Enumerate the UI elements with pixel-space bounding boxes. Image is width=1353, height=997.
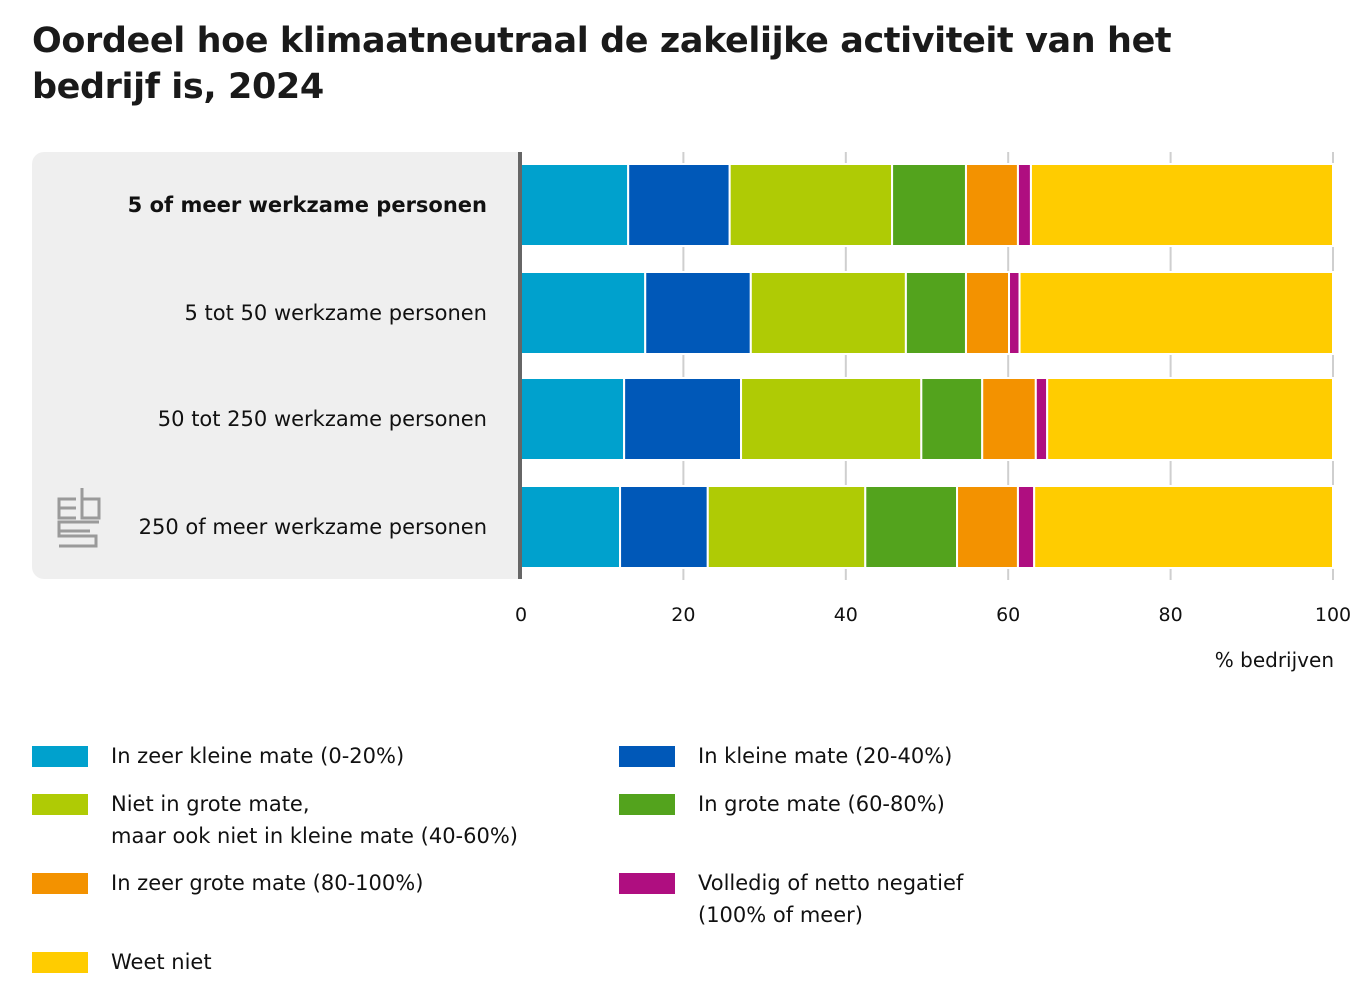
bar-segment bbox=[964, 163, 1019, 247]
legend-label: Niet in grote mate, maar ook niet in kle… bbox=[111, 792, 518, 848]
legend-item: In kleine mate (20-40%) bbox=[619, 740, 952, 772]
bar-segment bbox=[1034, 377, 1049, 461]
bar-segment bbox=[520, 163, 630, 247]
cbs-logo-icon bbox=[57, 488, 101, 548]
legend-label: Weet niet bbox=[111, 950, 212, 974]
category-panel bbox=[32, 152, 522, 579]
legend-swatch bbox=[32, 952, 88, 973]
bar-segment bbox=[1016, 485, 1036, 569]
x-tick-label: 80 bbox=[1159, 604, 1183, 626]
bar-segment bbox=[1029, 163, 1335, 247]
x-tick-label: 40 bbox=[834, 604, 858, 626]
bar-segment bbox=[740, 377, 923, 461]
legend-item: Weet niet bbox=[32, 946, 212, 978]
legend-item: In grote mate (60-80%) bbox=[619, 788, 945, 820]
legend-label: In kleine mate (20-40%) bbox=[698, 744, 953, 768]
bar-segment bbox=[920, 377, 984, 461]
bar-segment bbox=[891, 163, 967, 247]
bar-segment bbox=[623, 377, 743, 461]
bar-segment bbox=[520, 485, 622, 569]
x-tick-label: 20 bbox=[671, 604, 695, 626]
x-axis-title: % bedrijven bbox=[1214, 648, 1334, 672]
chart-title: Oordeel hoe klimaatneutraal de zakelijke… bbox=[32, 21, 1172, 107]
x-tick-label: 0 bbox=[515, 604, 527, 626]
bar-segment bbox=[1016, 163, 1032, 247]
legend-item: Volledig of netto negatief (100% of meer… bbox=[619, 867, 963, 931]
category-label: 5 tot 50 werkzame personen bbox=[184, 301, 487, 325]
legend-label: In zeer grote mate (80-100%) bbox=[111, 871, 424, 895]
bar-segment bbox=[627, 163, 731, 247]
bar-segment bbox=[1033, 485, 1334, 569]
legend-swatch bbox=[32, 794, 88, 815]
x-tick-label: 100 bbox=[1315, 604, 1351, 626]
legend-label: In grote mate (60-80%) bbox=[698, 792, 945, 816]
bar-segment bbox=[619, 485, 709, 569]
category-label: 50 tot 250 werkzame personen bbox=[157, 407, 487, 431]
bar-segment bbox=[520, 271, 647, 355]
bar-segment bbox=[728, 163, 894, 247]
bar-segment bbox=[1018, 271, 1334, 355]
legend-item: In zeer grote mate (80-100%) bbox=[32, 867, 423, 899]
legend-swatch bbox=[32, 873, 88, 894]
legend-item: Niet in grote mate, maar ook niet in kle… bbox=[32, 788, 518, 852]
category-label: 250 of meer werkzame personen bbox=[138, 515, 487, 539]
bar-segment bbox=[749, 271, 907, 355]
bar-segment bbox=[520, 377, 626, 461]
bar-segment bbox=[964, 271, 1011, 355]
bar-segment bbox=[956, 485, 1019, 569]
legend-swatch bbox=[619, 873, 675, 894]
legend-swatch bbox=[32, 746, 88, 767]
legend-label: In zeer kleine mate (0-20%) bbox=[111, 744, 405, 768]
bar-segment bbox=[1046, 377, 1335, 461]
bar-segment bbox=[706, 485, 867, 569]
stacked-bar-chart: 0 20 40 60 80 100 bbox=[515, 152, 1351, 626]
bar-segment bbox=[981, 377, 1037, 461]
legend-swatch bbox=[619, 794, 675, 815]
legend-swatch bbox=[619, 746, 675, 767]
category-label: 5 of meer werkzame personen bbox=[127, 193, 487, 217]
x-tick-label: 60 bbox=[996, 604, 1020, 626]
bar-segment bbox=[864, 485, 959, 569]
bar-segment bbox=[1008, 271, 1021, 355]
bar-segment bbox=[904, 271, 967, 355]
legend-label: Volledig of netto negatief (100% of meer… bbox=[698, 871, 964, 927]
bar-segment bbox=[644, 271, 752, 355]
legend-item: In zeer kleine mate (0-20%) bbox=[32, 740, 404, 772]
legend: In zeer kleine mate (0-20%) In kleine mat… bbox=[32, 740, 1332, 990]
